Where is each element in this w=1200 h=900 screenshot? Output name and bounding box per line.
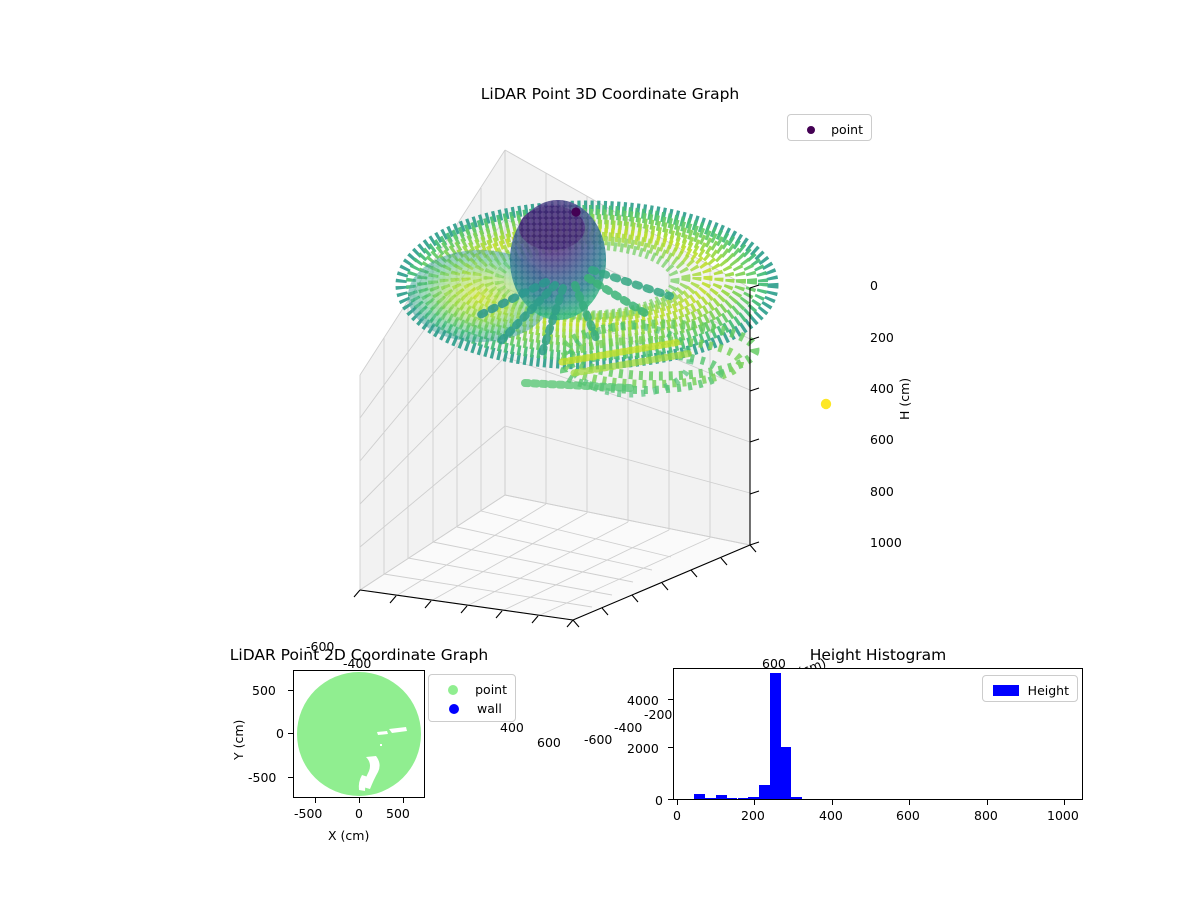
legend-label: point [475, 682, 507, 697]
scatter2d-ytick-mark [288, 690, 293, 691]
scatter3d-xtick: 400 [500, 720, 524, 735]
histogram-bar [694, 794, 706, 799]
scatter3d-ztick: 1000 [870, 535, 902, 550]
histogram-ytick-mark [668, 747, 673, 748]
histogram-bar [791, 796, 803, 799]
center-top-point [571, 207, 581, 217]
histogram-bar [759, 784, 770, 799]
scatter3d-xtick: -400 [343, 656, 372, 671]
histogram-ytick-mark [668, 699, 673, 700]
histogram-bar [748, 797, 760, 799]
scatter3d-title: LiDAR Point 3D Coordinate Graph [480, 85, 740, 103]
scatter2d-xtick: -500 [294, 806, 323, 821]
scatter3d-xtick: 600 [537, 735, 561, 750]
histogram-bar [705, 797, 716, 799]
histogram-xtick: 1000 [1047, 808, 1079, 823]
scatter2d-ytick: 500 [252, 683, 276, 698]
scatter2d-axes[interactable] [293, 670, 425, 798]
scatter3d-ytick: -400 [614, 720, 643, 735]
scatter3d-ztick: 600 [870, 432, 894, 447]
histogram-ytick-mark [668, 799, 673, 800]
isolated-high-point [820, 398, 832, 410]
histogram-xtick-mark [754, 800, 755, 805]
histogram-xtick-mark [832, 800, 833, 805]
histogram-xtick-mark [909, 800, 910, 805]
scatter2d-title: LiDAR Point 2D Coordinate Graph [229, 646, 489, 664]
scatter3d-ytick: -200 [644, 707, 673, 722]
scatter2d-ytick-mark [288, 777, 293, 778]
histogram-xtick: 400 [819, 808, 843, 823]
scatter2d-ytick: 0 [276, 726, 284, 741]
histogram-xtick: 0 [673, 808, 681, 823]
scatter2d-legend: point wall [428, 674, 516, 722]
scatter2d-canvas [297, 672, 421, 796]
histogram-title: Height Histogram [809, 646, 947, 664]
histogram-bar [715, 794, 727, 799]
height-swatch-icon [991, 685, 1022, 696]
histogram-legend: Height [982, 675, 1078, 702]
histogram-ytick: 2000 [627, 741, 659, 756]
point-marker-icon [796, 125, 825, 134]
scatter3d-ztick: 800 [870, 484, 894, 499]
scatter2d-xtick: 500 [386, 806, 410, 821]
legend-item-wall: wall [437, 699, 507, 718]
scatter3d-canvas [353, 149, 832, 628]
scatter2d-xtick-mark [315, 798, 316, 803]
scatter3d-ztick: 0 [870, 278, 878, 293]
histogram-bar [726, 798, 738, 799]
wall-marker-icon [437, 703, 471, 714]
scatter3d-ztick: 200 [870, 330, 894, 345]
scatter2d-ytick-mark [288, 733, 293, 734]
histogram-xtick: 800 [974, 808, 998, 823]
histogram-xtick: 600 [896, 808, 920, 823]
scatter2d-xtick-mark [359, 798, 360, 803]
scatter3d-zlabel: H (cm) [897, 377, 912, 420]
scatter3d-ztick: 400 [870, 381, 894, 396]
histogram-ytick: 0 [655, 793, 663, 808]
histogram-bar [769, 672, 781, 799]
histogram-xtick-mark [987, 800, 988, 805]
legend-item-point: point [437, 680, 507, 699]
legend-label: wall [477, 701, 502, 716]
legend-label: point [831, 122, 863, 137]
histogram-bar [780, 747, 792, 799]
scatter3d-legend: point [787, 114, 872, 141]
scatter2d-xtick-mark [403, 798, 404, 803]
point-marker-icon [437, 684, 469, 695]
scatter2d-xlabel: X (cm) [328, 828, 370, 843]
legend-item-height: Height [991, 681, 1069, 700]
histogram-ytick: 4000 [627, 693, 659, 708]
scatter3d-ytick: 600 [762, 656, 786, 671]
scatter2d-ylabel: Y (cm) [231, 719, 246, 760]
histogram-bar [737, 798, 749, 799]
histogram-xtick: 200 [741, 808, 765, 823]
point-disk [297, 672, 421, 796]
scatter3d-axes[interactable]: -600 -400 -200 0 200 400 600 -600 -400 -… [306, 110, 912, 750]
histogram-xtick-mark [1064, 800, 1065, 805]
legend-label: Height [1027, 683, 1069, 698]
scatter3d-xtick: -600 [306, 639, 335, 654]
legend-item-point: point [796, 120, 863, 139]
histogram-xtick-mark [677, 800, 678, 805]
scatter2d-ytick: -500 [248, 770, 277, 785]
point-cloud-group [395, 200, 779, 398]
scatter2d-xtick: 0 [355, 806, 363, 821]
scatter3d-ytick: -600 [584, 732, 613, 747]
